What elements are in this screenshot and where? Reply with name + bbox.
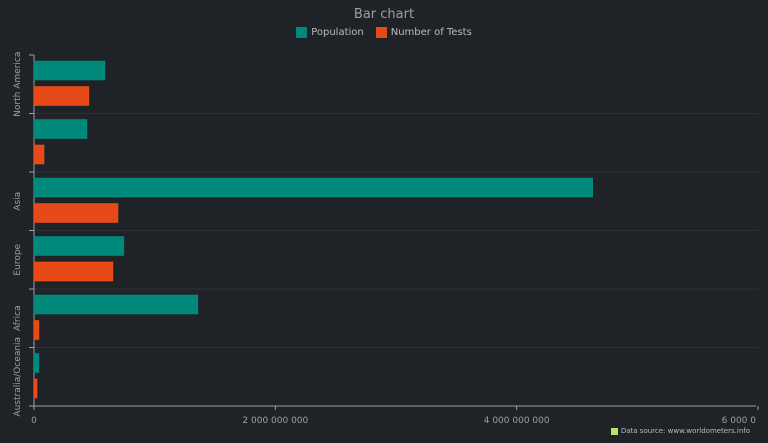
legend-label: Number of Tests: [390, 27, 472, 38]
source-text: Data source: www.worldometers.info: [620, 427, 750, 435]
bar-tests[interactable]: [33, 144, 45, 165]
bar-population[interactable]: [33, 119, 88, 139]
y-tick-label: Africa: [13, 305, 23, 331]
legend-label: Population: [311, 27, 364, 38]
data-source[interactable]: Data source: www.worldometers.info: [610, 427, 750, 435]
legend-item-tests[interactable]: Number of Tests: [375, 27, 472, 38]
bar-tests[interactable]: [33, 86, 90, 106]
bar-population[interactable]: [33, 294, 199, 315]
source-icon: [610, 427, 618, 435]
legend: Population Number of Tests: [0, 27, 768, 38]
chart-title: Bar chart: [353, 7, 415, 22]
legend-item-population[interactable]: Population: [296, 27, 364, 38]
x-tick-label: 0: [31, 416, 37, 426]
bar-population[interactable]: [33, 236, 125, 256]
y-tick-label: Europe: [13, 243, 23, 275]
x-tick-label: 4 000 000 000: [484, 416, 550, 426]
x-tick-label: 6 000 0: [722, 416, 757, 426]
y-tick-label: Australia/Oceania: [13, 337, 23, 417]
bar-population[interactable]: [33, 60, 106, 81]
bar-population[interactable]: [33, 353, 40, 373]
y-tick-label: Asia: [13, 192, 23, 211]
legend-swatch: [375, 27, 387, 38]
bar-tests[interactable]: [33, 203, 119, 223]
y-tick-label: North America: [13, 52, 23, 117]
bar-tests[interactable]: [33, 261, 114, 282]
bar-tests[interactable]: [33, 320, 40, 340]
legend-swatch: [296, 27, 308, 38]
x-tick-label: 2 000 000 000: [242, 416, 308, 426]
bar-population[interactable]: [33, 177, 593, 198]
bar-tests[interactable]: [33, 378, 38, 399]
